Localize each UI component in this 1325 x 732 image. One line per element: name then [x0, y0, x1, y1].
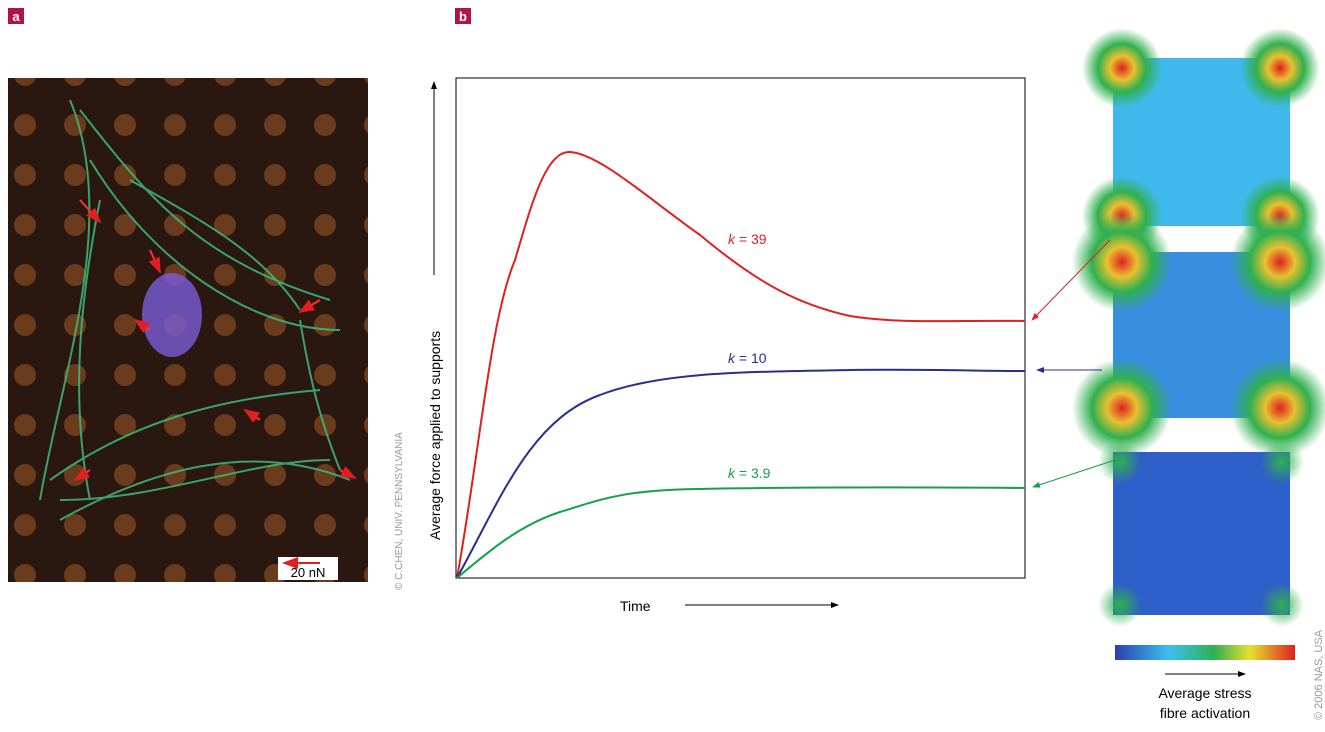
figure: a 20 nN © C.CHEN, UNIV. PENNSYLVANIA b k… [0, 0, 1325, 727]
curve-label: k = 39 [728, 231, 767, 247]
credit: © C.CHEN, UNIV. PENNSYLVANIA [394, 432, 405, 590]
simulation-squares [1072, 28, 1325, 627]
panel-label: a [12, 9, 20, 24]
colorbar-label: fibre activation [1160, 705, 1250, 721]
panel-label: b [459, 9, 467, 24]
y-axis-label: Average force applied to supports [427, 331, 443, 540]
panel-b: b k = 39 k = 10 k = 3.9 Average force ap… [427, 8, 1325, 721]
panel-a: a 20 nN © C.CHEN, UNIV. PENNSYLVANIA [8, 8, 405, 590]
curve-label: k = 3.9 [728, 465, 771, 481]
plot-frame [456, 78, 1025, 578]
curve-label: k = 10 [728, 350, 767, 366]
colorbar [1115, 645, 1295, 660]
credit: © 2006 NAS, USA [1313, 629, 1325, 720]
scale-label: 20 nN [291, 565, 326, 580]
nucleus [142, 273, 202, 357]
x-axis-label: Time [620, 598, 651, 614]
curve [457, 487, 1025, 578]
colorbar-label: Average stress [1158, 685, 1251, 701]
